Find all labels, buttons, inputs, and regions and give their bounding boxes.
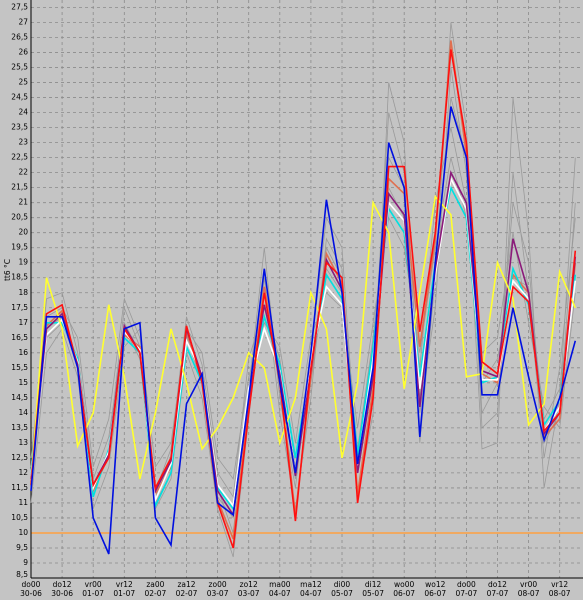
series-line [30, 49, 577, 549]
x-tick-label: vr00 01-07 [82, 580, 105, 598]
y-tick-label: 14 [18, 408, 28, 417]
y-tick-label: 26 [18, 48, 28, 57]
y-tick-label: 12,5 [11, 453, 28, 462]
x-tick-label: do00 30-06 [20, 580, 42, 598]
y-tick-label: 15,5 [11, 363, 28, 372]
x-tick-label: za12 02-07 [175, 580, 198, 598]
x-tick-label: do12 30-06 [51, 580, 73, 598]
y-tick-label: 23 [18, 138, 28, 147]
y-tick-label: 9 [23, 558, 28, 567]
y-tick-label: 19 [18, 258, 28, 267]
y-tick-label: 13,5 [11, 423, 28, 432]
x-tick-label: vr00 08-07 [517, 580, 540, 598]
x-tick-label: di12 05-07 [362, 580, 384, 598]
x-tick-label: ma12 04-07 [299, 580, 322, 598]
y-tick-label: 15 [18, 378, 28, 387]
y-tick-label: 10 [18, 528, 28, 537]
y-tick-label: 20 [18, 228, 28, 237]
y-axis-title: tt6 °C [3, 259, 12, 281]
y-tick-label: 27,5 [11, 3, 28, 12]
plot-area [31, 0, 583, 578]
y-tick-label: 23,5 [11, 123, 28, 132]
y-tick-label: 18 [18, 288, 28, 297]
x-tick-label: zo00 03-07 [206, 580, 229, 598]
y-tick-label: 14,5 [11, 393, 28, 402]
y-tick-label: 11 [18, 498, 28, 507]
x-tick-label: zo12 03-07 [237, 580, 260, 598]
y-tick-label: 17 [18, 318, 28, 327]
y-tick-label: 21,5 [11, 183, 28, 192]
y-tick-label: 16,5 [11, 333, 28, 342]
y-tick-label: 16 [18, 348, 28, 357]
x-tick-label: wo12 06-07 [424, 580, 447, 598]
x-tick-label: vr12 08-07 [548, 580, 571, 598]
y-tick-label: 13 [18, 438, 28, 447]
y-tick-label: 24 [18, 108, 28, 117]
y-tick-label: 22,5 [11, 153, 28, 162]
y-tick-label: 24,5 [11, 93, 28, 102]
y-tick-label: 9,5 [16, 543, 28, 552]
y-tick-label: 8,5 [16, 570, 28, 579]
y-tick-label: 25,5 [11, 63, 28, 72]
x-tick-label: do00 07-07 [455, 580, 478, 598]
series-line [30, 106, 577, 555]
y-tick-label: 27 [18, 18, 28, 27]
y-tick-label: 25 [18, 78, 28, 87]
y-tick-label: 12 [18, 468, 28, 477]
y-tick-label: 21 [18, 198, 28, 207]
y-tick-label: 11,5 [11, 483, 28, 492]
x-tick-label: za00 02-07 [144, 580, 167, 598]
x-tick-label: di00 05-07 [331, 580, 353, 598]
x-tick-label: vr12 01-07 [113, 580, 136, 598]
x-tick-label: do12 07-07 [486, 580, 509, 598]
y-tick-label: 18,5 [11, 273, 28, 282]
x-tick-label: wo00 06-07 [393, 580, 416, 598]
y-tick-label: 22 [18, 168, 28, 177]
series-line [30, 157, 576, 480]
y-tick-label: 20,5 [11, 213, 28, 222]
y-tick-label: 10,5 [11, 513, 28, 522]
y-tick-label: 17,5 [11, 303, 28, 312]
y-tick-label: 19,5 [11, 243, 28, 252]
x-tick-label: ma00 04-07 [268, 580, 291, 598]
y-tick-label: 26,5 [11, 33, 28, 42]
